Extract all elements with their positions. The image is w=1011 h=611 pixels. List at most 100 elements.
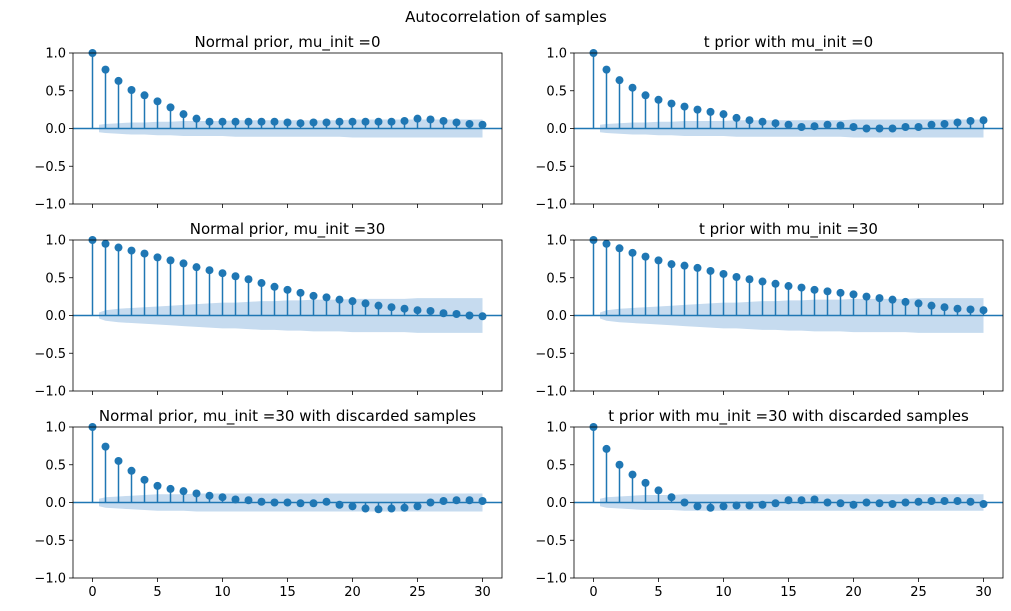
stem-marker-lag-4	[140, 249, 149, 258]
stem-marker-lag-7	[179, 259, 188, 268]
stem-marker-lag-6	[166, 103, 175, 112]
xtick-label: 0	[589, 585, 597, 600]
subplot-3: 1.0 0.5 0.0 −0.5 −1.0 Normal prior, mu_init =…	[34, 220, 503, 400]
ytick-label: −0.5	[535, 160, 567, 175]
stem-marker-lag-17	[309, 499, 318, 508]
stem-marker-lag-17	[810, 122, 819, 131]
stem-marker-lag-23	[888, 295, 897, 304]
stem-marker-lag-3	[628, 83, 637, 92]
xtick-label: 25	[409, 585, 426, 600]
stem-marker-lag-27	[439, 116, 448, 125]
subplot-grid: 1.0 0.5 0.0 −0.5 −1.0 Normal prior, mu_init =…	[34, 33, 1004, 600]
stem-marker-lag-9	[706, 107, 715, 116]
stem-marker-lag-22	[875, 124, 884, 133]
stem-marker-lag-14	[270, 117, 279, 126]
stem-marker-lag-8	[693, 502, 702, 511]
xtick-label: 30	[474, 585, 491, 600]
subplot-title: Normal prior, mu_init =30 with discarded…	[99, 407, 476, 426]
stem-marker-lag-26	[927, 496, 936, 505]
stem-marker-lag-15	[784, 120, 793, 129]
stem-marker-lag-16	[797, 496, 806, 505]
stem-marker-lag-26	[426, 115, 435, 124]
stem-marker-lag-8	[192, 489, 201, 498]
stem-marker-lag-8	[192, 263, 201, 272]
stem-marker-lag-11	[732, 272, 741, 281]
stem-marker-lag-15	[784, 282, 793, 291]
stem-marker-lag-22	[875, 294, 884, 303]
ytick-label: −1.0	[34, 385, 66, 400]
stem-marker-lag-25	[914, 122, 923, 131]
stem-marker-lag-30	[979, 500, 988, 509]
stem-marker-lag-18	[823, 287, 832, 296]
stem-marker-lag-4	[641, 91, 650, 100]
stem-marker-lag-16	[797, 283, 806, 292]
stem-marker-lag-10	[218, 493, 227, 502]
stem-marker-lag-28	[953, 118, 962, 127]
xtick-label: 15	[279, 585, 296, 600]
stem-marker-lag-18	[823, 120, 832, 129]
stem-marker-lag-27	[439, 496, 448, 505]
subplot-title: Normal prior, mu_init =0	[195, 33, 381, 52]
stem-marker-lag-9	[205, 491, 214, 500]
xtick-label: 10	[214, 585, 231, 600]
stem-marker-lag-1	[602, 239, 611, 248]
stem-marker-lag-28	[953, 304, 962, 313]
ytick-label: 1.0	[45, 234, 66, 249]
xtick-label: 30	[975, 585, 992, 600]
stem-marker-lag-29	[966, 116, 975, 125]
xtick-label: 5	[654, 585, 662, 600]
stem-marker-lag-30	[478, 496, 487, 505]
stem-marker-lag-17	[810, 285, 819, 294]
stem-marker-lag-12	[244, 496, 253, 505]
stem-marker-lag-25	[914, 497, 923, 506]
ytick-label: −1.0	[535, 572, 567, 587]
stem-marker-lag-17	[810, 495, 819, 504]
stem-marker-lag-16	[296, 288, 305, 297]
ytick-label: −0.5	[535, 347, 567, 362]
stem-marker-lag-7	[179, 487, 188, 496]
stem-marker-lag-22	[374, 301, 383, 310]
stem-marker-lag-13	[758, 500, 767, 509]
subplot-title: Normal prior, mu_init =30	[190, 220, 386, 239]
stem-marker-lag-21	[862, 292, 871, 301]
stem-marker-lag-17	[309, 291, 318, 300]
subplot-6: 1.0 0.5 0.0 −0.5 −1.0 0 5 10 15 20 25 30 t prior wit…	[535, 407, 1004, 600]
xtick-label: 25	[910, 585, 927, 600]
stem-marker-lag-14	[270, 282, 279, 291]
stem-marker-lag-6	[166, 484, 175, 493]
stem-marker-lag-15	[283, 285, 292, 294]
stem-marker-lag-27	[940, 496, 949, 505]
ytick-label: 0.0	[546, 309, 567, 324]
stem-marker-lag-6	[667, 260, 676, 269]
stem-marker-lag-7	[179, 110, 188, 119]
stem-marker-lag-13	[257, 497, 266, 506]
stem-marker-lag-29	[966, 497, 975, 506]
stem-marker-lag-13	[758, 117, 767, 126]
ytick-label: 1.0	[546, 234, 567, 249]
stem-marker-lag-27	[940, 119, 949, 128]
stem-marker-lag-23	[888, 124, 897, 133]
stem-marker-lag-4	[641, 478, 650, 487]
ytick-label: −1.0	[535, 385, 567, 400]
stem-marker-lag-2	[615, 244, 624, 253]
stem-marker-lag-12	[745, 116, 754, 125]
stem-marker-lag-23	[387, 504, 396, 513]
stem-marker-lag-20	[849, 122, 858, 131]
stem-marker-lag-24	[400, 116, 409, 125]
stem-marker-lag-22	[875, 499, 884, 508]
stem-marker-lag-27	[439, 309, 448, 318]
stem-marker-lag-11	[732, 113, 741, 122]
subplot-4: 1.0 0.5 0.0 −0.5 −1.0 t prior with mu_init =3…	[535, 220, 1004, 400]
stem-marker-lag-18	[322, 118, 331, 127]
stem-marker-lag-20	[849, 500, 858, 509]
stem-marker-lag-9	[706, 266, 715, 275]
stem-marker-lag-8	[192, 114, 201, 123]
stem-marker-lag-28	[953, 496, 962, 505]
stem-marker-lag-20	[348, 297, 357, 306]
stem-marker-lag-14	[771, 119, 780, 128]
stem-marker-lag-28	[452, 309, 461, 318]
stem-marker-lag-10	[719, 502, 728, 511]
stem-marker-lag-1	[602, 65, 611, 74]
ytick-label: 0.0	[45, 309, 66, 324]
